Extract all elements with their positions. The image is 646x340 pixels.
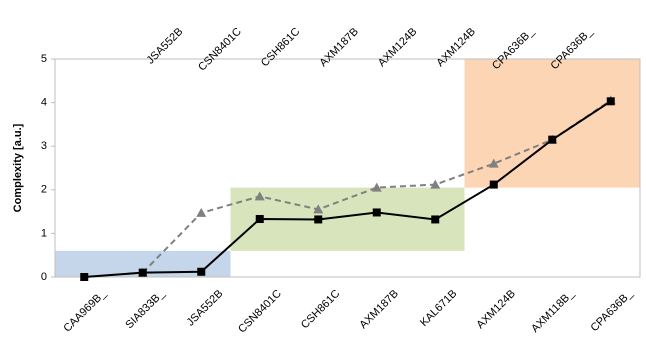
x-tick-label: CSN8401C (236, 288, 284, 336)
marker (371, 182, 382, 192)
x-tick-label: SIA833B_ (123, 287, 167, 331)
x-tick-label: KAL671B (418, 288, 459, 329)
y-tick-label: 2 (41, 184, 47, 196)
y-tick-label: 4 (41, 97, 47, 109)
marker (431, 215, 440, 224)
marker (138, 268, 147, 277)
y-tick-label: 3 (41, 140, 47, 152)
top-tick-label: JSA552B (145, 26, 186, 67)
marker (314, 215, 323, 224)
marker (548, 135, 557, 144)
marker (489, 180, 498, 189)
plot-frame (54, 58, 641, 278)
y-axis-label: Complexity [a.u.] (12, 123, 24, 212)
y-tick-label: 0 (41, 271, 47, 283)
x-tick-label: AXM187B (357, 288, 401, 332)
x-tick-label: AXM118B_ (529, 287, 577, 335)
x-tick-label: CSH861C (299, 288, 343, 332)
x-tick-label: CAA969B_ (61, 287, 109, 335)
series-line (142, 99, 612, 274)
x-tick-label: JSA552B (185, 288, 226, 329)
top-tick-label: AXM187B (317, 26, 361, 70)
y-tick-label: 5 (41, 53, 47, 65)
marker (488, 158, 499, 168)
marker (196, 207, 207, 217)
top-tick-label: CSH861C (259, 26, 303, 70)
marker (80, 273, 89, 281)
region (464, 59, 640, 188)
x-tick-label: AXM124B (474, 288, 518, 332)
marker (372, 208, 381, 217)
top-tick-label: CSN8401C (196, 26, 244, 74)
series-line (84, 100, 612, 278)
marker (255, 215, 264, 224)
marker (254, 191, 265, 201)
top-tick-label: AXM124B (376, 26, 420, 70)
x-tick-label: CPA636B_ (589, 287, 636, 334)
marker (430, 179, 441, 189)
marker (606, 97, 615, 106)
marker (313, 204, 324, 214)
y-tick-label: 1 (41, 227, 47, 239)
marker (197, 267, 206, 276)
